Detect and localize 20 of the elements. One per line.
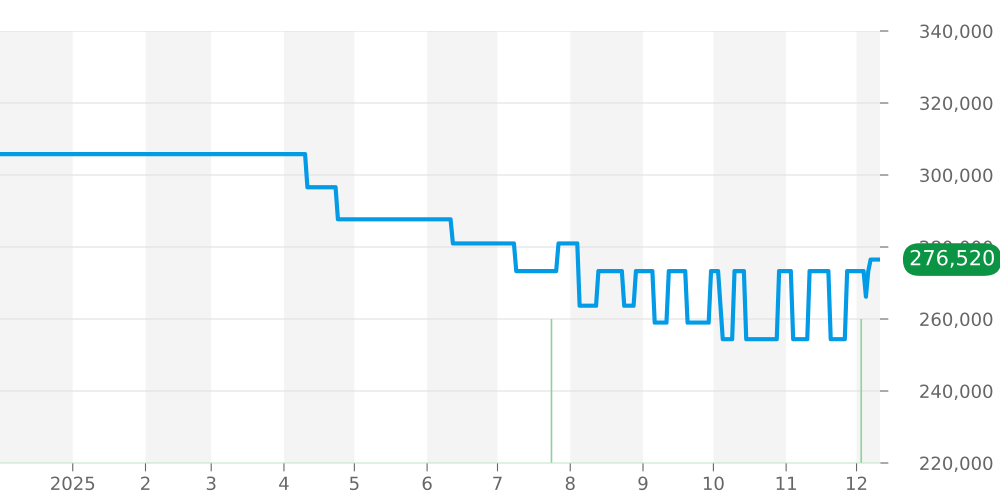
y-tick-label: 300,000: [920, 168, 992, 184]
x-tick-label: 2025: [51, 476, 94, 490]
x-tick-label: 9: [638, 476, 648, 490]
x-tick-label: 2: [141, 476, 150, 490]
x-tick-label: 6: [422, 476, 432, 490]
y-tick-label: 220,000: [920, 456, 992, 472]
x-tick-label: 10: [704, 476, 724, 490]
x-tick-label: 4: [279, 476, 289, 490]
x-tick-label: 12: [847, 476, 866, 490]
x-tick-label: 7: [493, 476, 502, 490]
y-tick-label: 320,000: [920, 96, 992, 112]
y-tick-label: 240,000: [920, 384, 992, 400]
x-tick-label: 5: [350, 476, 359, 490]
y-tick-label: 260,000: [920, 312, 992, 328]
x-tick-label: 11: [776, 476, 796, 490]
annotation: 276,520: [910, 250, 994, 268]
x-tick-label: 8: [566, 476, 575, 490]
y-tick-label: 340,000: [920, 24, 992, 40]
line-series: [0, 152, 880, 342]
x-tick-label: 3: [206, 476, 216, 490]
